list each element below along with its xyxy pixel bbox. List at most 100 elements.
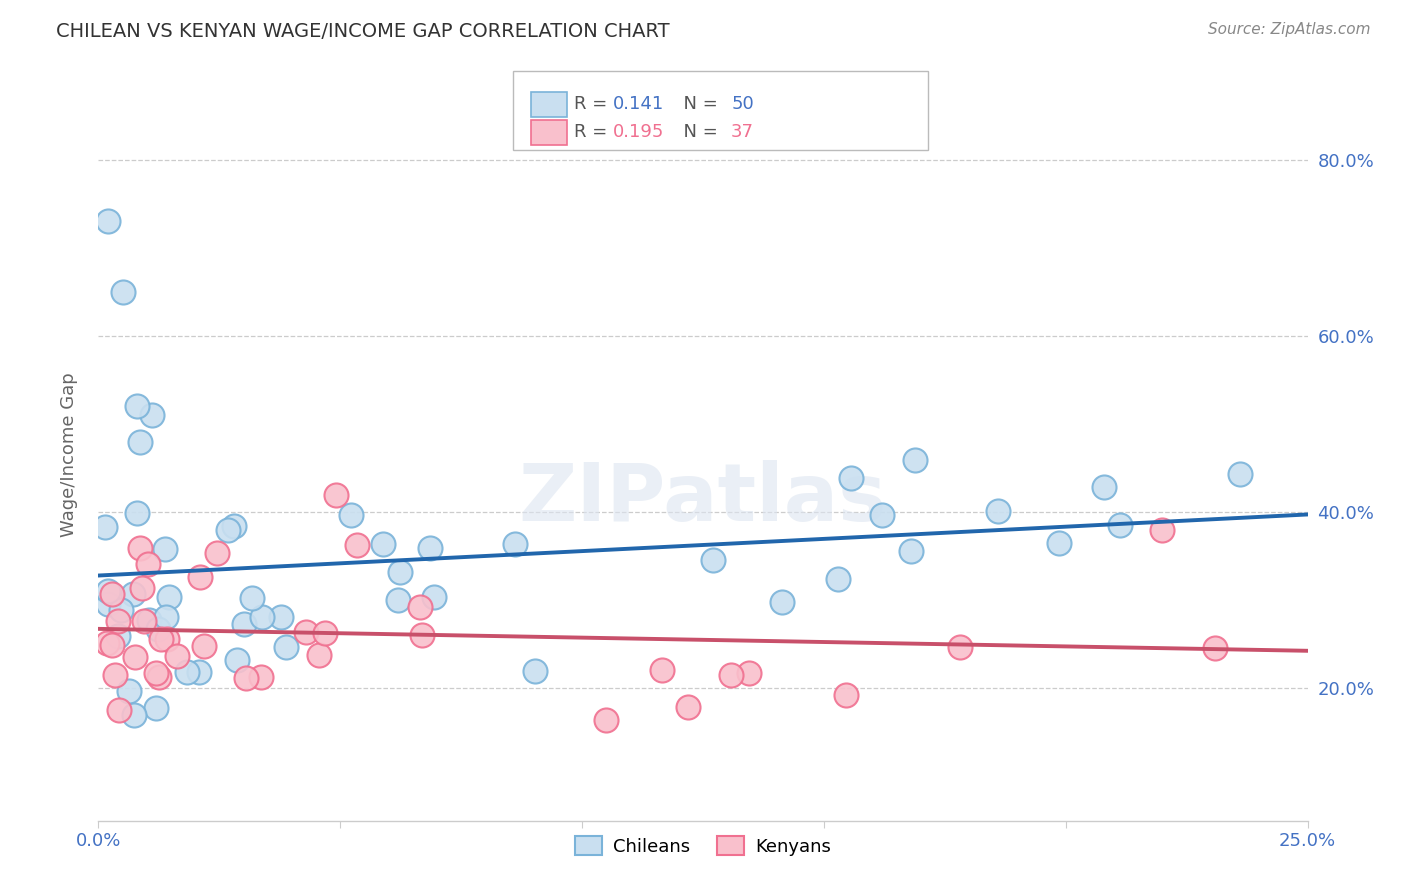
Point: [900, 544, 922, 558]
Point: [325, 488, 347, 502]
Point: [308, 648, 330, 662]
Point: [503, 537, 526, 551]
Point: [124, 650, 146, 665]
Point: [834, 688, 856, 702]
Point: [150, 632, 173, 646]
Point: [159, 590, 181, 604]
Text: R =: R =: [574, 95, 613, 113]
Point: [134, 614, 156, 628]
Point: [904, 452, 927, 467]
Point: [131, 581, 153, 595]
Point: [141, 409, 163, 423]
Point: [155, 609, 177, 624]
Point: [870, 508, 893, 522]
Point: [1229, 467, 1251, 481]
Point: [524, 664, 547, 678]
Point: [104, 668, 127, 682]
Text: ZIPatlas: ZIPatlas: [519, 459, 887, 538]
Point: [226, 653, 249, 667]
Point: [371, 537, 394, 551]
Point: [111, 285, 134, 299]
Point: [118, 684, 141, 698]
Point: [827, 572, 849, 586]
Point: [153, 541, 176, 556]
Text: CHILEAN VS KENYAN WAGE/INCOME GAP CORRELATION CHART: CHILEAN VS KENYAN WAGE/INCOME GAP CORREL…: [56, 22, 669, 41]
Point: [235, 671, 257, 685]
Point: [274, 640, 297, 655]
Point: [108, 703, 131, 717]
Point: [110, 603, 132, 617]
Y-axis label: Wage/Income Gap: Wage/Income Gap: [60, 373, 79, 537]
Point: [250, 610, 273, 624]
Point: [166, 648, 188, 663]
Point: [346, 538, 368, 552]
Point: [187, 665, 209, 679]
Point: [101, 638, 124, 652]
Point: [1108, 518, 1130, 533]
Point: [107, 614, 129, 628]
Point: [129, 541, 152, 555]
Text: 0.141: 0.141: [613, 95, 664, 113]
Text: R =: R =: [574, 123, 613, 141]
Point: [148, 670, 170, 684]
Point: [122, 708, 145, 723]
Point: [409, 600, 432, 615]
Point: [127, 400, 149, 414]
Point: [839, 471, 862, 485]
Point: [1047, 536, 1070, 550]
Point: [387, 592, 409, 607]
Point: [97, 214, 120, 228]
Point: [176, 665, 198, 679]
Point: [240, 591, 263, 605]
Point: [188, 570, 211, 584]
Point: [232, 617, 254, 632]
Point: [138, 613, 160, 627]
Text: N =: N =: [672, 123, 724, 141]
Point: [1092, 480, 1115, 494]
Point: [295, 624, 318, 639]
Point: [107, 629, 129, 643]
Point: [314, 626, 336, 640]
Point: [193, 639, 215, 653]
Text: Source: ZipAtlas.com: Source: ZipAtlas.com: [1208, 22, 1371, 37]
Point: [145, 665, 167, 680]
Point: [720, 667, 742, 681]
Point: [340, 508, 363, 522]
Point: [250, 669, 273, 683]
Point: [96, 636, 118, 650]
Point: [770, 595, 793, 609]
Point: [156, 632, 179, 646]
Point: [419, 541, 441, 555]
Point: [270, 609, 292, 624]
Point: [986, 504, 1008, 518]
Point: [423, 591, 446, 605]
Point: [97, 583, 120, 598]
Point: [738, 666, 761, 681]
Point: [101, 586, 124, 600]
Point: [676, 700, 699, 714]
Point: [1204, 641, 1226, 656]
Point: [388, 565, 411, 579]
Point: [949, 640, 972, 654]
Point: [217, 523, 239, 537]
Point: [97, 598, 120, 612]
Point: [127, 506, 149, 520]
Point: [207, 546, 229, 560]
Text: 37: 37: [731, 123, 754, 141]
Point: [651, 663, 673, 677]
Text: 0.195: 0.195: [613, 123, 665, 141]
Point: [595, 713, 617, 727]
Point: [128, 434, 150, 449]
Text: N =: N =: [672, 95, 724, 113]
Point: [94, 520, 117, 534]
Point: [145, 701, 167, 715]
Point: [122, 587, 145, 601]
Text: 50: 50: [731, 95, 754, 113]
Legend: Chileans, Kenyans: Chileans, Kenyans: [568, 829, 838, 863]
Point: [136, 557, 159, 571]
Point: [702, 553, 724, 567]
Point: [146, 622, 169, 636]
Point: [224, 519, 246, 533]
Point: [411, 628, 433, 642]
Point: [1152, 523, 1174, 537]
